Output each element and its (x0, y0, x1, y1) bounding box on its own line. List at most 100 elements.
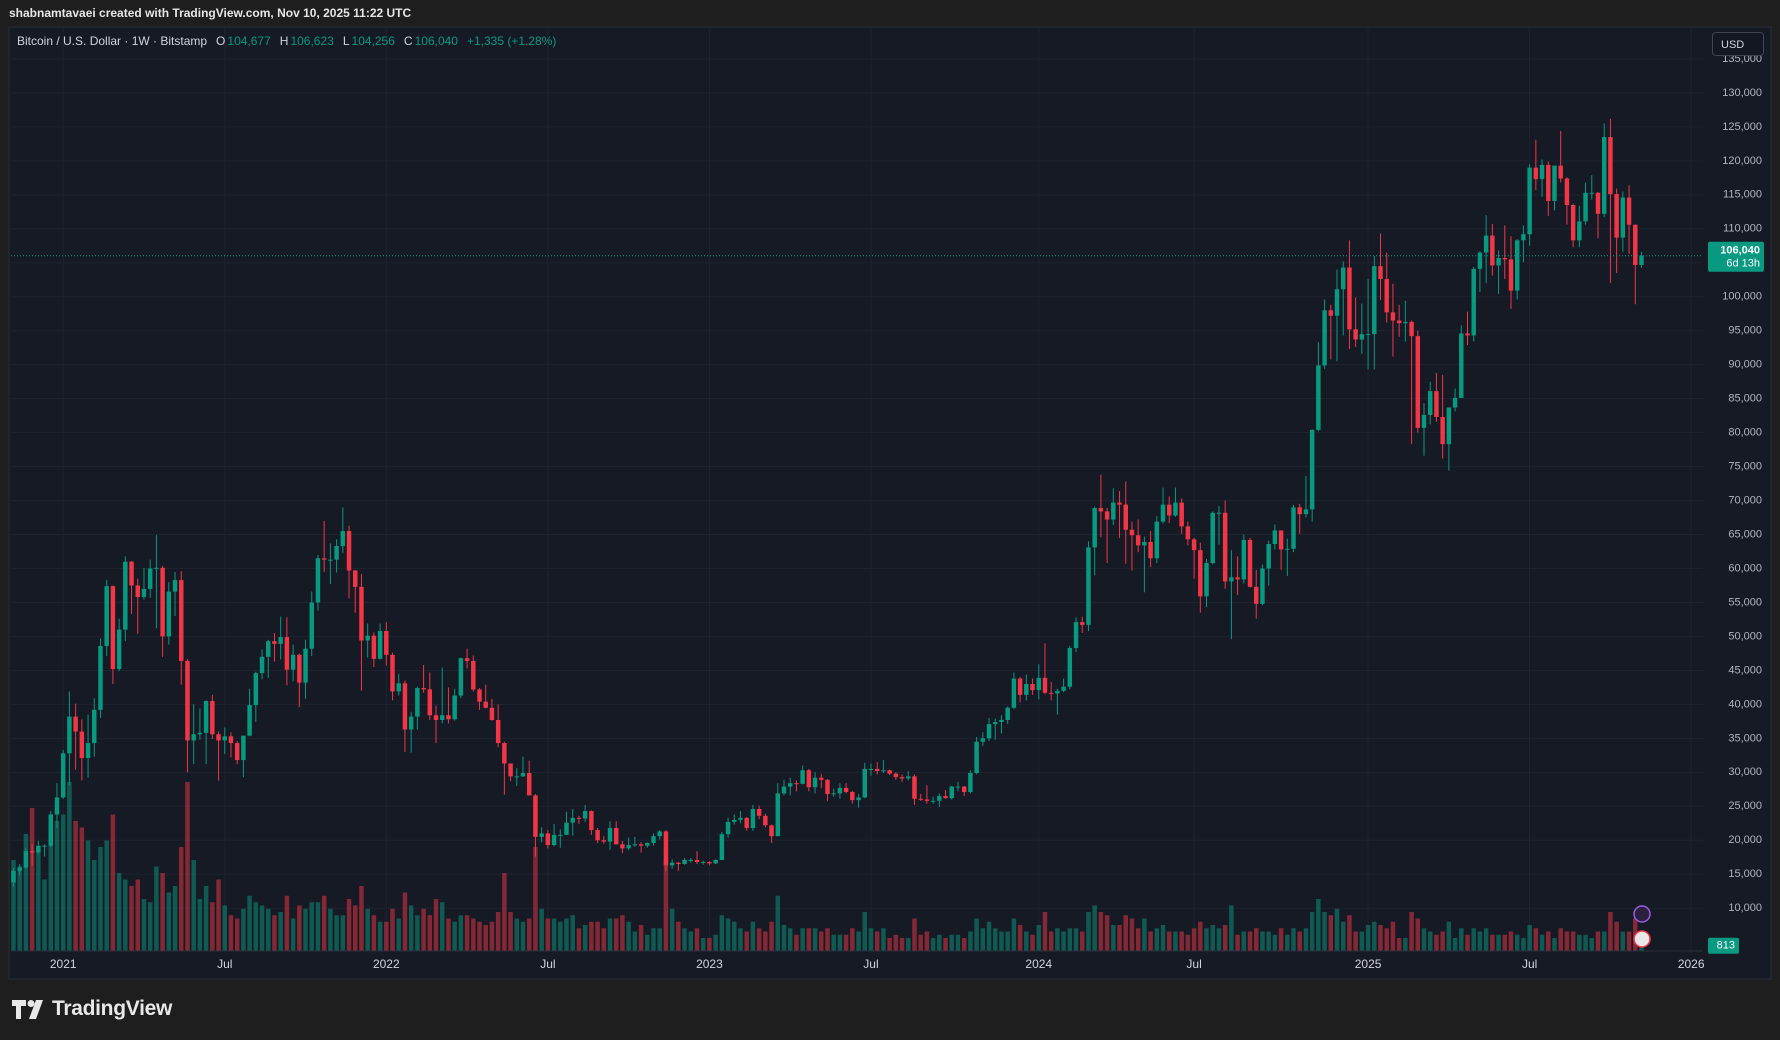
volume-bar (1297, 931, 1302, 951)
volume-bar (253, 902, 259, 951)
candle-body (1297, 507, 1302, 515)
candle-body (1514, 240, 1520, 291)
volume-bar (98, 847, 103, 951)
candle-body (1222, 512, 1228, 582)
candle-body (222, 736, 227, 741)
volume-bar (595, 921, 600, 951)
volume-bar (787, 928, 793, 951)
candle-body (1303, 509, 1309, 515)
currency-button[interactable]: USD (1712, 32, 1764, 56)
volume-bar (1005, 931, 1010, 951)
volume-bar (508, 912, 513, 951)
volume-bar (651, 928, 656, 951)
candle-body (582, 811, 588, 819)
x-tick-label: Jul (1186, 957, 1201, 971)
volume-bar (1216, 928, 1222, 951)
volume-bar (1483, 928, 1489, 951)
candle-body (887, 770, 892, 774)
candle-body (1564, 178, 1570, 206)
volume-bar (1198, 921, 1203, 951)
volume-bar (657, 928, 662, 951)
candle-body (359, 586, 364, 641)
volume-bar (825, 928, 830, 951)
candle-body (1508, 259, 1514, 291)
volume-bar (601, 928, 607, 951)
volume-bar (812, 928, 818, 951)
candle-body (427, 689, 433, 716)
candle-body (930, 800, 936, 802)
candle-body (1104, 511, 1110, 520)
volume-bar (558, 921, 563, 951)
volume-bar (1328, 915, 1334, 951)
candle-body (1322, 310, 1327, 366)
volume-bar (1639, 945, 1644, 951)
volume-bar (228, 915, 234, 951)
volume-bar (1353, 931, 1358, 951)
y-tick-label: 10,000 (1728, 902, 1762, 914)
volume-bar (1123, 915, 1128, 951)
candle-body (744, 817, 749, 829)
volume-bar (1229, 905, 1234, 951)
volume-bar (1179, 931, 1184, 951)
volume-bar (1117, 925, 1122, 951)
candle-body (1490, 235, 1495, 266)
candle-body (471, 660, 476, 690)
candle-body (825, 779, 830, 795)
candle-body (1024, 683, 1029, 695)
volume-bar (682, 928, 687, 951)
volume-bar (607, 918, 613, 951)
candle-body (756, 809, 762, 816)
volume-bar (887, 938, 892, 951)
volume-bar (526, 918, 532, 951)
candle-body (116, 629, 122, 670)
volume-bar (1477, 931, 1483, 951)
candle-body (1241, 539, 1247, 580)
candle-body (1421, 414, 1427, 428)
volume-bar (1378, 925, 1383, 951)
volume-bar (371, 915, 377, 951)
volume-bar (1514, 934, 1520, 951)
candle-body (408, 716, 414, 730)
candle-body (1278, 530, 1284, 550)
volume-bar (1396, 938, 1402, 951)
volume-bar (551, 918, 557, 951)
volume-bar (1222, 925, 1228, 951)
candle-body (1390, 312, 1396, 321)
volume-bar (1309, 912, 1315, 951)
volume-bar (663, 860, 669, 951)
candle-body (645, 842, 650, 846)
volume-bar (763, 931, 768, 951)
candle-body (937, 796, 942, 801)
y-tick-label: 80,000 (1728, 427, 1762, 439)
volume-bar (402, 892, 408, 951)
volume-bar (23, 834, 29, 951)
volume-bar (1340, 921, 1346, 951)
candle-body (713, 859, 718, 864)
volume-bar (48, 827, 54, 951)
candle-body (172, 580, 178, 592)
volume-bar (781, 925, 787, 951)
candle-body (1626, 197, 1632, 225)
candle-body (856, 797, 861, 801)
candle-body (632, 844, 638, 846)
candle-body (943, 796, 948, 799)
volume-bar (191, 860, 196, 951)
volume-bar (1546, 931, 1551, 951)
volume-bar (1253, 928, 1259, 951)
volume-bar (104, 840, 109, 951)
volume-bar (1601, 931, 1607, 951)
candle-body (1372, 266, 1377, 335)
y-tick-label: 115,000 (1723, 189, 1762, 201)
y-tick-label: 15,000 (1728, 868, 1762, 880)
candle-body (620, 844, 625, 849)
ohlc-value: 106,040 (414, 34, 458, 48)
volume-bar (1024, 931, 1029, 951)
candle-body (284, 637, 290, 670)
volume-bar (241, 908, 246, 951)
ohlc-value: 106,623 (290, 34, 334, 48)
candle-body (346, 531, 352, 571)
candle-body (1452, 397, 1458, 408)
volume-bar (961, 938, 967, 951)
x-tick-label: 2024 (1025, 957, 1052, 971)
candle-body (160, 567, 165, 637)
